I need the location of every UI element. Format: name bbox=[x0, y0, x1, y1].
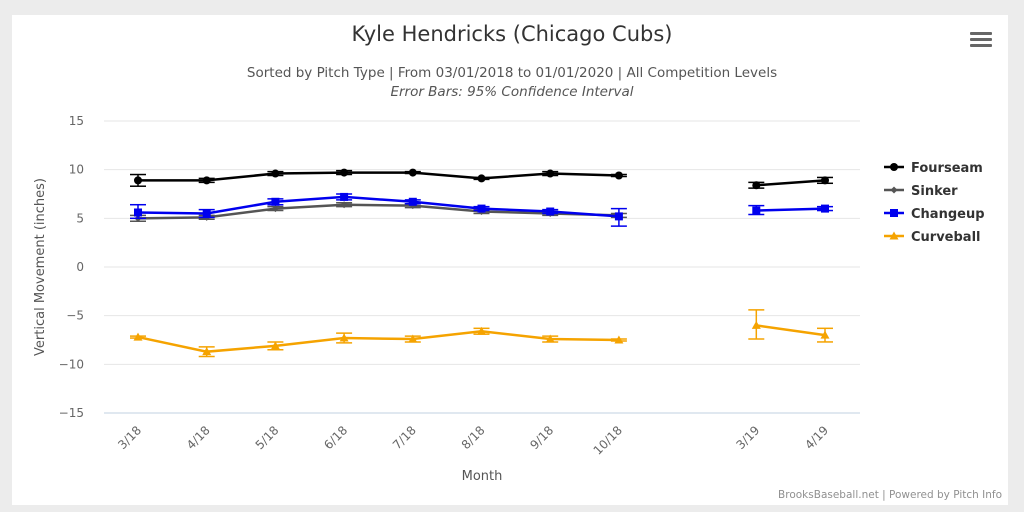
data-point bbox=[339, 333, 349, 342]
data-point bbox=[340, 192, 349, 201]
data-point bbox=[752, 181, 761, 190]
x-tick-label: 4/18 bbox=[184, 423, 213, 452]
x-tick-label: 4/19 bbox=[802, 423, 831, 452]
data-point bbox=[751, 320, 761, 329]
series-curveball bbox=[130, 309, 833, 358]
legend-marker-icon bbox=[890, 163, 898, 171]
legend-label[interactable]: Sinker bbox=[911, 184, 958, 199]
legend-item-curveball[interactable]: Curveball bbox=[884, 230, 981, 245]
series-changeup bbox=[130, 192, 833, 227]
data-point bbox=[134, 176, 142, 185]
y-tick-label: −5 bbox=[66, 309, 84, 323]
series-line bbox=[137, 329, 619, 353]
data-point bbox=[202, 209, 211, 218]
series-line bbox=[756, 324, 826, 337]
data-point bbox=[408, 168, 417, 177]
data-point bbox=[614, 171, 623, 180]
chart-subtitle-error-bars: Error Bars: 95% Confidence Interval bbox=[390, 84, 634, 100]
data-point bbox=[477, 174, 486, 183]
x-tick-label: 3/19 bbox=[733, 423, 762, 452]
legend-item-fourseam[interactable]: Fourseam bbox=[884, 161, 983, 176]
data-point bbox=[408, 334, 418, 343]
legend-label[interactable]: Curveball bbox=[911, 230, 981, 245]
series-line bbox=[137, 195, 619, 218]
x-tick-label: 9/18 bbox=[527, 423, 556, 452]
y-tick-label: −10 bbox=[59, 357, 84, 371]
chart-subtitle: Sorted by Pitch Type | From 03/01/2018 t… bbox=[246, 65, 778, 81]
x-tick-label: 10/18 bbox=[591, 423, 625, 457]
chart-panel bbox=[12, 15, 1008, 505]
x-tick-label: 7/18 bbox=[390, 423, 419, 452]
data-point bbox=[614, 212, 623, 221]
series-line bbox=[138, 171, 619, 182]
data-point bbox=[271, 197, 280, 206]
data-point bbox=[340, 201, 348, 209]
series-fourseam bbox=[130, 168, 833, 190]
data-point bbox=[271, 205, 279, 213]
data-point bbox=[202, 347, 212, 356]
legend-marker-icon bbox=[889, 231, 899, 240]
data-point bbox=[821, 176, 829, 185]
data-point bbox=[752, 206, 761, 215]
x-tick-label: 8/18 bbox=[459, 423, 488, 452]
series-line bbox=[756, 207, 826, 212]
data-point bbox=[820, 330, 830, 339]
series-line bbox=[756, 179, 826, 187]
data-point bbox=[821, 204, 829, 213]
x-tick-label: 5/18 bbox=[253, 423, 282, 452]
data-point bbox=[477, 326, 486, 335]
data-point bbox=[271, 169, 280, 178]
y-tick-label: 0 bbox=[76, 260, 84, 274]
credits-text[interactable]: BrooksBaseball.net | Powered by Pitch In… bbox=[778, 489, 1002, 501]
legend-marker-icon bbox=[890, 186, 898, 194]
data-point bbox=[614, 335, 624, 344]
y-tick-label: 15 bbox=[69, 114, 84, 128]
legend-label[interactable]: Fourseam bbox=[911, 161, 983, 176]
series-line bbox=[137, 203, 619, 220]
y-axis-title: Vertical Movement (inches) bbox=[33, 178, 48, 356]
legend-item-changeup[interactable]: Changeup bbox=[884, 207, 985, 222]
data-point bbox=[477, 204, 486, 213]
y-tick-label: 10 bbox=[69, 163, 84, 177]
x-tick-label: 3/18 bbox=[115, 423, 144, 452]
x-axis-title: Month bbox=[462, 469, 503, 484]
chart-title: Kyle Hendricks (Chicago Cubs) bbox=[351, 22, 673, 46]
y-tick-label: 5 bbox=[76, 211, 84, 225]
data-point bbox=[133, 332, 143, 341]
legend-marker-icon bbox=[890, 209, 898, 217]
data-point bbox=[270, 341, 280, 350]
legend-item-sinker[interactable]: Sinker bbox=[884, 184, 958, 199]
hamburger-menu-icon[interactable] bbox=[970, 32, 992, 50]
data-point bbox=[545, 334, 555, 343]
data-point bbox=[408, 197, 417, 206]
y-tick-label: −15 bbox=[59, 406, 84, 420]
legend-label[interactable]: Changeup bbox=[911, 207, 985, 222]
data-point bbox=[340, 168, 349, 177]
x-tick-label: 6/18 bbox=[321, 423, 350, 452]
data-point bbox=[546, 169, 555, 178]
data-point bbox=[134, 208, 142, 217]
data-point bbox=[202, 176, 211, 185]
data-point bbox=[546, 207, 555, 216]
